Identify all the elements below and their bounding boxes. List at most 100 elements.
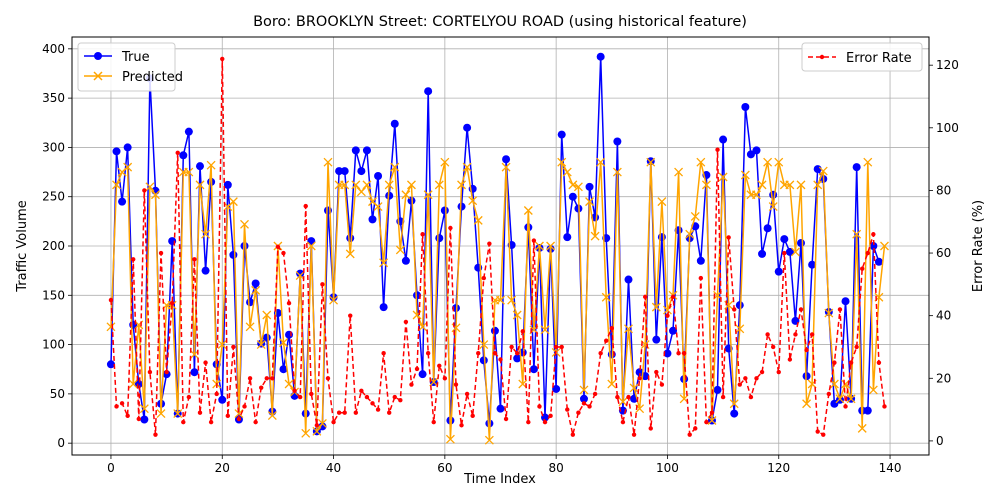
data-point-error-rate <box>131 257 136 262</box>
data-point-predicted <box>501 162 511 172</box>
data-point-error-rate <box>336 410 342 415</box>
data-point-predicted <box>774 157 784 167</box>
data-point-predicted <box>752 190 761 200</box>
data-point-error-rate <box>581 401 587 406</box>
data-point-predicted <box>306 241 316 251</box>
data-point-predicted <box>457 180 467 190</box>
data-point-error-rate <box>720 394 726 400</box>
x-tick-label: 100 <box>656 461 679 475</box>
data-point-true <box>741 102 750 111</box>
data-point-predicted <box>206 160 216 170</box>
data-point-error-rate <box>843 404 848 409</box>
data-point-predicted <box>184 167 194 177</box>
data-point-predicted <box>612 167 622 177</box>
data-point-error-rate <box>498 357 503 362</box>
data-point-error-rate <box>214 391 219 397</box>
data-point-error-rate <box>409 382 414 387</box>
data-point-predicted <box>685 229 695 239</box>
data-point-error-rate <box>704 419 709 425</box>
data-point-error-rate <box>787 357 793 362</box>
data-point-error-rate <box>693 426 698 431</box>
data-point-error-rate <box>565 407 570 412</box>
data-point-predicted <box>351 180 361 190</box>
data-point-predicted <box>128 379 138 389</box>
data-point-true <box>307 237 316 246</box>
data-point-true <box>385 191 394 200</box>
data-point-error-rate <box>292 388 297 394</box>
data-point-predicted <box>768 202 778 212</box>
data-point-error-rate <box>275 244 281 249</box>
data-point-predicted <box>390 162 400 172</box>
data-point-error-rate <box>798 307 804 312</box>
data-point-error-rate <box>559 344 564 350</box>
data-point-error-rate <box>476 351 481 356</box>
data-point-error-rate <box>848 360 854 365</box>
data-point-true <box>218 395 227 404</box>
data-point-error-rate <box>314 423 320 428</box>
data-point-true <box>669 326 678 335</box>
data-point-true <box>424 87 433 96</box>
data-point-predicted <box>234 409 244 419</box>
data-point-true <box>780 235 789 244</box>
data-point-error-rate <box>359 388 364 394</box>
data-point-error-rate <box>108 297 114 303</box>
data-point-predicted <box>267 411 277 421</box>
legend-left-box <box>77 42 176 92</box>
data-point-predicted <box>624 324 633 334</box>
data-point-error-rate <box>860 266 865 271</box>
data-point-predicted <box>785 180 795 190</box>
data-point-error-rate <box>759 369 765 375</box>
data-point-error-rate <box>470 413 475 419</box>
data-point-true <box>134 380 143 389</box>
data-point-true <box>490 326 499 335</box>
data-point-error-rate <box>837 307 843 312</box>
data-point-predicted <box>173 409 183 419</box>
data-point-error-rate <box>192 257 197 262</box>
data-point-error-rate <box>815 429 820 434</box>
data-point-error-rate <box>782 250 787 256</box>
data-point-predicted <box>696 157 706 167</box>
data-point-predicted <box>228 197 238 207</box>
data-point-predicted <box>440 157 450 167</box>
data-point-error-rate <box>531 238 537 243</box>
data-point-true <box>351 146 360 155</box>
y-tick-label-right: 60 <box>936 246 951 260</box>
data-point-error-rate <box>598 351 603 356</box>
data-point-true <box>657 233 666 242</box>
x-axis-label: Time Index <box>463 472 536 487</box>
data-point-true <box>418 370 427 379</box>
data-point-error-rate <box>169 300 175 306</box>
data-point-true <box>758 249 767 258</box>
data-point-error-rate <box>770 344 776 350</box>
data-point-predicted <box>523 206 533 215</box>
data-point-error-rate <box>264 376 269 381</box>
data-point-error-rate <box>348 313 353 318</box>
data-point-error-rate <box>342 410 347 415</box>
y-tick-label-left: 0 <box>57 436 65 450</box>
data-point-error-rate <box>609 325 614 331</box>
data-point-error-rate <box>631 432 637 437</box>
data-point-predicted <box>279 338 288 348</box>
data-point-error-rate <box>303 203 308 209</box>
legend-error-marker <box>819 54 825 60</box>
data-point-predicted <box>562 167 572 177</box>
data-point-error-rate <box>331 419 336 425</box>
data-point-predicted <box>123 162 133 172</box>
data-point-error-rate <box>548 413 553 419</box>
chart-title: Boro: BROOKLYN Street: CORTELYOU ROAD (u… <box>253 14 747 30</box>
data-point-error-rate <box>537 404 542 409</box>
data-point-error-rate <box>804 347 809 353</box>
data-point-predicted <box>301 428 311 438</box>
data-point-true <box>730 409 739 418</box>
x-tick-label: 140 <box>879 461 902 475</box>
data-point-error-rate <box>832 360 837 365</box>
data-point-error-rate <box>420 232 425 237</box>
legend-left: True Predicted <box>77 42 183 92</box>
legend-right-box <box>801 42 923 72</box>
data-point-error-rate <box>431 419 436 425</box>
data-point-true <box>463 123 472 132</box>
data-point-predicted <box>251 285 261 295</box>
data-point-error-rate <box>142 188 147 193</box>
data-point-error-rate <box>626 394 631 400</box>
data-point-predicted <box>473 215 483 225</box>
